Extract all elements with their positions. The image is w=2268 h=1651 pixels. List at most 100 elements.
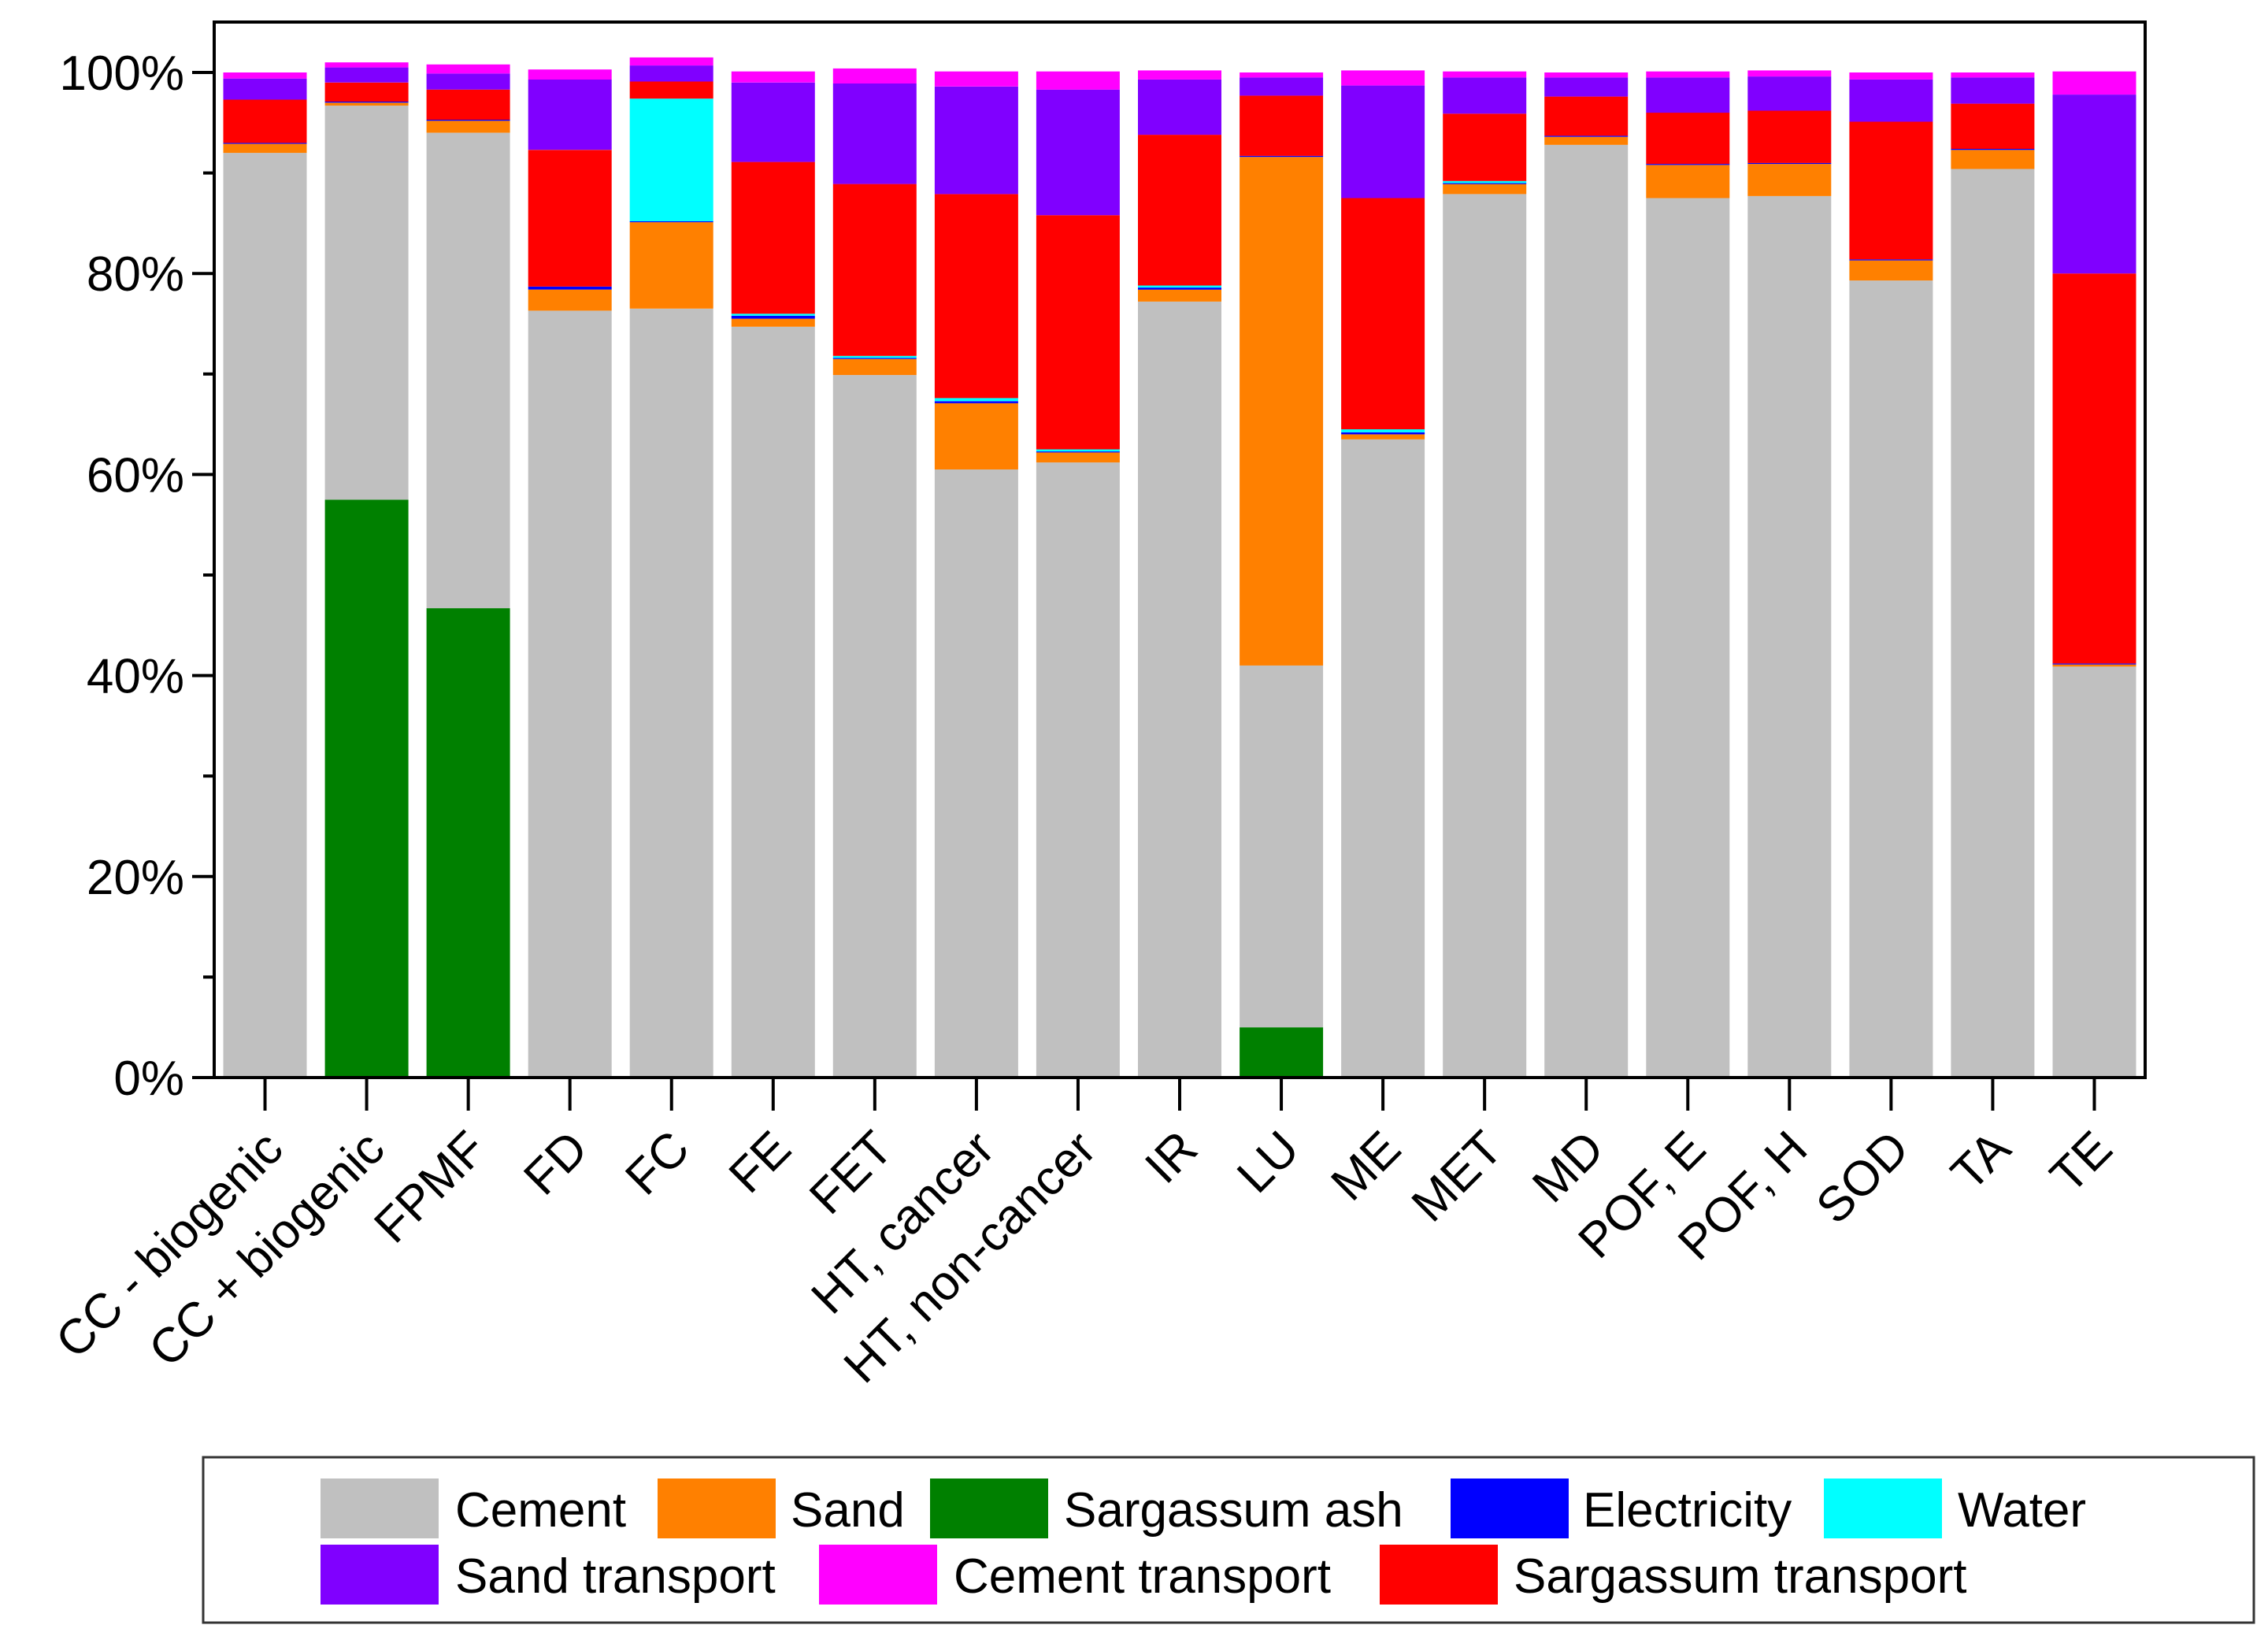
bar-segment-fpmf-cement-transport	[426, 64, 510, 74]
bar-segment-fe-sand-transport	[731, 82, 815, 162]
bar-segment-cc-biogenic-sargassum-ash	[324, 499, 409, 1078]
bar-segment-lu-sargassum-transport	[1240, 95, 1324, 156]
bar-segment-fc-sand	[629, 222, 713, 309]
bar-segment-met-electricity	[1443, 183, 1527, 184]
bar-segment-fd-cement	[528, 310, 612, 1078]
bar-segment-sod-sargassum-transport	[1849, 121, 1933, 260]
bar-segment-ht-cancer-sand	[934, 403, 1018, 469]
bar-segment-fd-sand	[528, 289, 612, 311]
bar-segment-fe-sand	[731, 318, 815, 327]
y-tick-label-100: 100%	[59, 46, 184, 101]
bar-segment-fpmf-cement	[426, 132, 510, 609]
legend-label-sand: Sand	[791, 1483, 905, 1538]
bars-group	[223, 57, 2136, 1078]
bar-segment-me-sand-transport	[1341, 85, 1425, 198]
x-tick-label-ir: IR	[1135, 1121, 1208, 1194]
bar-segment-ht-cancer-water	[934, 398, 1018, 402]
y-tick-label-0: 0%	[113, 1052, 184, 1106]
bar-segment-fe-cement	[731, 326, 815, 1078]
bar-segment-pof-h-cement-transport	[1747, 70, 1832, 77]
y-tick-label-40: 40%	[87, 650, 184, 704]
x-tick-label-met: MET	[1402, 1121, 1513, 1232]
bar-segment-fd-sargassum-transport	[528, 150, 612, 287]
bar-segment-cc-biogenic-cement-transport	[223, 72, 307, 79]
legend-label-sand-transport: Sand transport	[455, 1549, 776, 1604]
bar-segment-cc-biogenic-cement-transport	[324, 62, 409, 68]
bar-segment-md-cement	[1544, 144, 1629, 1078]
bar-segment-pof-e-cement-transport	[1646, 71, 1730, 78]
bar-segment-fe-electricity	[731, 315, 815, 319]
bar-segment-lu-electricity	[1240, 155, 1324, 158]
legend-swatch-cement-transport	[819, 1545, 937, 1605]
x-tick-label-te: TE	[2040, 1121, 2123, 1204]
bar-segment-md-sargassum-transport	[1544, 96, 1629, 136]
legend-label-sargassum-transport: Sargassum transport	[1514, 1549, 1966, 1604]
bar-segment-ta-sargassum-transport	[1951, 103, 2035, 149]
bar-segment-ir-sand-transport	[1138, 79, 1221, 135]
legend-swatch-sargassum-ash	[930, 1478, 1048, 1538]
legend: Cement Sand Sargassum ash Electricity Wa…	[202, 1456, 2255, 1624]
bar-segment-fpmf-sand	[426, 121, 510, 133]
bar-segment-pof-h-sand	[1747, 164, 1832, 196]
x-tick-label-ta: TA	[1941, 1121, 2022, 1201]
bar-segment-cc-biogenic-cement	[324, 106, 409, 500]
bar-segment-ta-sand-transport	[1951, 77, 2035, 104]
bar-segment-ht-non-cancer-sand	[1036, 452, 1120, 463]
bar-segment-ta-cement-transport	[1951, 72, 2035, 78]
bar-segment-fc-cement-transport	[629, 57, 713, 66]
x-tick-label-fpmf: FPMF	[364, 1121, 496, 1253]
bar-segment-sod-cement-transport	[1849, 72, 1933, 80]
bar-segment-fet-water	[832, 355, 917, 358]
legend-swatch-cement	[321, 1478, 439, 1538]
bar-segment-ht-non-cancer-cement-transport	[1036, 71, 1120, 90]
legend-swatch-sand	[658, 1478, 776, 1538]
bar-segment-me-water	[1341, 429, 1425, 432]
bar-segment-sod-sand	[1849, 260, 1933, 281]
bar-segment-fe-cement-transport	[731, 71, 815, 83]
bar-segment-ht-cancer-sand-transport	[934, 86, 1018, 195]
bar-segment-ir-water	[1138, 285, 1221, 288]
bar-segment-cc-biogenic-sand	[223, 143, 307, 154]
legend-label-water: Water	[1958, 1483, 2086, 1538]
bar-segment-lu-cement-transport	[1240, 72, 1324, 78]
legend-swatch-sand-transport	[321, 1545, 439, 1605]
bar-segment-pof-h-sargassum-transport	[1747, 110, 1832, 163]
bar-segment-lu-sand	[1240, 157, 1324, 666]
bar-segment-lu-cement	[1240, 665, 1324, 1028]
bar-segment-fet-cement-transport	[832, 68, 917, 83]
x-tick-label-fe: FE	[719, 1121, 802, 1204]
bar-segment-fet-sand	[832, 358, 917, 376]
bar-segment-met-water	[1443, 180, 1527, 184]
bar-segment-md-sand-transport	[1544, 77, 1629, 97]
bar-segment-fpmf-electricity	[426, 120, 510, 121]
legend-label-cement-transport: Cement transport	[954, 1549, 1331, 1604]
bar-segment-ir-sargassum-transport	[1138, 135, 1221, 286]
bar-segment-lu-sargassum-ash	[1240, 1027, 1324, 1078]
bar-segment-pof-h-electricity	[1747, 162, 1832, 165]
bar-segment-fet-sand-transport	[832, 83, 917, 184]
bar-segment-sod-sand-transport	[1849, 79, 1933, 122]
bar-segment-ir-electricity	[1138, 288, 1221, 290]
x-tick-label-fc: FC	[615, 1121, 699, 1205]
bar-segment-fe-water	[731, 314, 815, 316]
bar-segment-fe-sargassum-transport	[731, 161, 815, 314]
bar-segment-me-sand	[1341, 434, 1425, 440]
bar-segment-cc-biogenic-sand-transport	[324, 67, 409, 83]
bar-segment-fc-water	[629, 98, 713, 221]
bar-segment-te-electricity	[2052, 663, 2136, 665]
bar-segment-fc-sargassum-transport	[629, 81, 713, 99]
bar-segment-fpmf-sand-transport	[426, 73, 510, 90]
y-axis: 0% 20% 40% 60% 80% 100%	[59, 46, 214, 1106]
bar-segment-cc-biogenic-sand	[324, 102, 409, 106]
bar-segment-lu-sand-transport	[1240, 77, 1324, 96]
bar-segment-pof-h-cement	[1747, 195, 1832, 1078]
bar-segment-ht-non-cancer-sand-transport	[1036, 89, 1120, 216]
bar-segment-te-cement	[2052, 666, 2136, 1078]
bar-segment-fc-electricity	[629, 221, 713, 223]
bar-segment-ir-cement-transport	[1138, 70, 1221, 80]
bar-segment-me-electricity	[1341, 432, 1425, 435]
bar-segment-me-cement	[1341, 439, 1425, 1078]
bar-segment-te-cement-transport	[2052, 71, 2136, 95]
